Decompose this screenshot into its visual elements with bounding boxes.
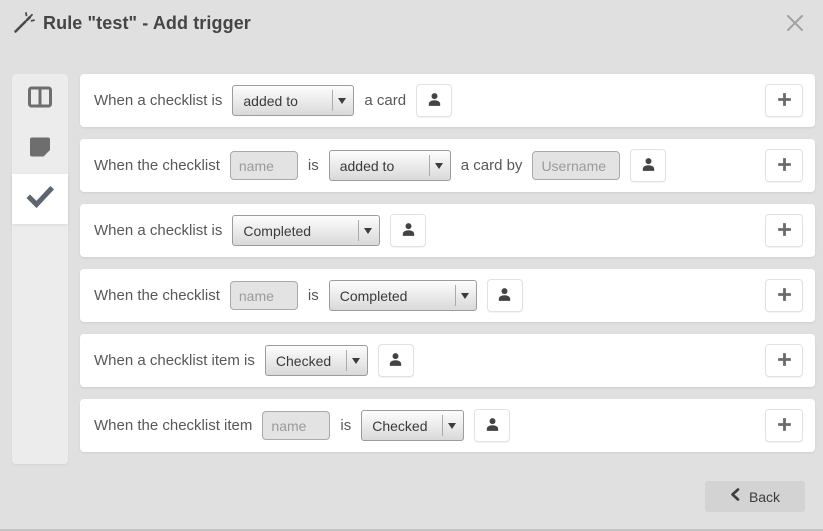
row-suffix: a card by bbox=[460, 157, 523, 174]
select-value: Checked bbox=[372, 417, 428, 434]
user-filter-button[interactable] bbox=[377, 344, 414, 377]
person-icon bbox=[426, 91, 443, 111]
row-connector: is bbox=[340, 417, 352, 434]
person-icon bbox=[400, 221, 417, 241]
user-filter-button[interactable] bbox=[486, 279, 523, 312]
sidebar-item-board-triggers[interactable] bbox=[12, 74, 68, 124]
row-prefix: When the checklist bbox=[94, 157, 220, 174]
add-trigger-button[interactable] bbox=[765, 214, 803, 247]
checklist-state-select[interactable]: Completed bbox=[328, 280, 477, 311]
select-value: Completed bbox=[243, 222, 312, 239]
sidebar-item-checklist-triggers[interactable] bbox=[12, 174, 68, 224]
item-state-select[interactable]: Checked bbox=[361, 410, 465, 441]
person-icon bbox=[496, 286, 513, 306]
select-value: added to bbox=[243, 92, 298, 109]
checkmark-icon bbox=[26, 185, 55, 213]
add-trigger-button[interactable] bbox=[765, 84, 803, 117]
row-prefix: When the checklist bbox=[94, 287, 220, 304]
item-name-input[interactable] bbox=[262, 411, 331, 440]
row-connector: is bbox=[307, 157, 319, 174]
magic-wand-icon bbox=[13, 12, 35, 34]
checklist-name-input[interactable] bbox=[229, 281, 298, 310]
plus-icon bbox=[776, 221, 793, 241]
sidebar-item-card-triggers[interactable] bbox=[12, 124, 68, 174]
person-icon bbox=[484, 416, 501, 436]
select-value: added to bbox=[339, 157, 395, 174]
board-icon bbox=[27, 85, 53, 114]
select-value: Checked bbox=[275, 352, 332, 369]
row-prefix: When a checklist item is bbox=[94, 352, 255, 369]
plus-icon bbox=[776, 351, 793, 371]
add-trigger-button[interactable] bbox=[765, 279, 803, 312]
trigger-row-named-checklist-added: When the checklist is added to a card by bbox=[80, 139, 815, 192]
chevron-left-icon bbox=[730, 487, 740, 506]
row-suffix: a card bbox=[364, 92, 407, 109]
dialog-titlebar: Rule "test" - Add trigger bbox=[0, 0, 823, 46]
trigger-row-named-item-checked: When the checklist item is Checked bbox=[80, 399, 815, 452]
add-trigger-button[interactable] bbox=[765, 409, 803, 442]
person-icon bbox=[640, 156, 657, 176]
plus-icon bbox=[776, 156, 793, 176]
checklist-name-input[interactable] bbox=[229, 151, 298, 180]
trigger-rows: When a checklist is added to a card bbox=[80, 74, 815, 464]
user-filter-button[interactable] bbox=[390, 214, 427, 247]
select-value: Completed bbox=[339, 287, 408, 304]
add-trigger-button[interactable] bbox=[765, 344, 803, 377]
back-button[interactable]: Back bbox=[705, 481, 805, 512]
person-icon bbox=[387, 351, 404, 371]
add-trigger-button[interactable] bbox=[765, 149, 803, 182]
trigger-row-item-checked: When a checklist item is Checked bbox=[80, 334, 815, 387]
user-filter-button[interactable] bbox=[474, 409, 511, 442]
plus-icon bbox=[776, 91, 793, 111]
trigger-row-checklist-completed: When a checklist is Completed bbox=[80, 204, 815, 257]
row-prefix: When the checklist item bbox=[94, 417, 253, 434]
plus-icon bbox=[776, 286, 793, 306]
user-filter-button[interactable] bbox=[416, 84, 453, 117]
checklist-action-select[interactable]: added to bbox=[232, 85, 355, 116]
item-state-select[interactable]: Checked bbox=[264, 345, 368, 376]
username-input[interactable] bbox=[532, 151, 621, 180]
row-connector: is bbox=[307, 287, 319, 304]
dialog-title: Rule "test" - Add trigger bbox=[43, 12, 251, 33]
checklist-action-select[interactable]: added to bbox=[328, 150, 451, 181]
back-button-label: Back bbox=[748, 488, 781, 505]
plus-icon bbox=[776, 416, 793, 436]
trigger-row-named-checklist-completed: When the checklist is Completed bbox=[80, 269, 815, 322]
row-prefix: When a checklist is bbox=[94, 222, 223, 239]
trigger-category-sidebar bbox=[12, 74, 68, 464]
checklist-state-select[interactable]: Completed bbox=[232, 215, 381, 246]
dialog-content: When a checklist is added to a card bbox=[0, 46, 823, 464]
card-icon bbox=[28, 135, 52, 164]
user-filter-button[interactable] bbox=[630, 149, 667, 182]
row-prefix: When a checklist is bbox=[94, 92, 223, 109]
trigger-row-checklist-added: When a checklist is added to a card bbox=[80, 74, 815, 127]
close-icon[interactable] bbox=[785, 13, 805, 33]
